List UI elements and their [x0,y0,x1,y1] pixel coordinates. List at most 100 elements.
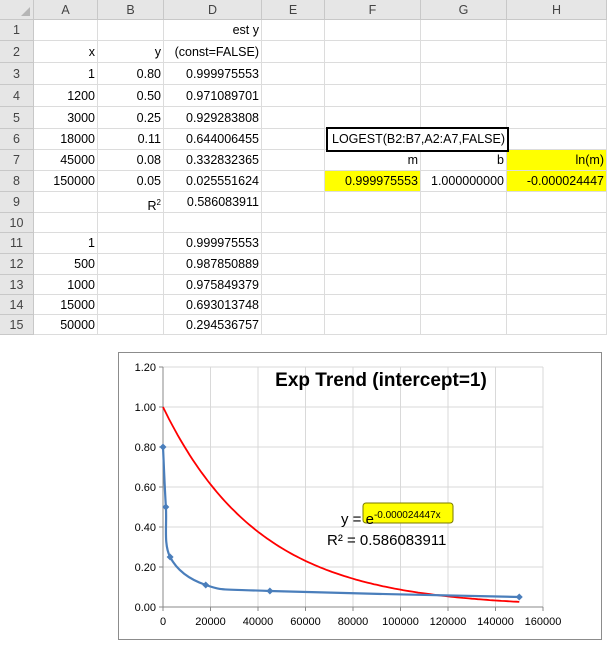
grid-cell[interactable] [164,20,262,41]
grid-cell[interactable] [421,41,507,63]
grid-cell[interactable] [507,213,607,233]
cell-f7-m-label[interactable]: m [407,153,418,167]
column-header-g[interactable]: G [421,0,507,20]
exp-trend-chart[interactable]: 0.00 0.20 0.40 0.60 0.80 1.00 1.20 0 20000 40000 6… [118,352,602,640]
grid-cell[interactable] [164,192,262,213]
grid-cell[interactable] [164,107,262,129]
column-header-d[interactable]: D [164,0,262,20]
grid-cell[interactable] [164,254,262,275]
grid-cell[interactable] [421,107,507,129]
grid-cell[interactable] [34,107,98,129]
grid-cell[interactable] [325,63,421,85]
grid-cell[interactable] [262,150,325,171]
grid-cell[interactable] [325,213,421,233]
grid-cell[interactable] [325,315,421,335]
row-header-7[interactable]: 7 [0,150,34,171]
grid-cell[interactable] [421,20,507,41]
grid-cell[interactable] [98,254,164,275]
cell-g8-b-value[interactable]: 1.000000000 [431,174,504,188]
grid-cell[interactable] [507,233,607,254]
column-header-a[interactable]: A [34,0,98,20]
grid-cell[interactable] [507,315,607,335]
grid-cell[interactable] [325,85,421,107]
grid-cell[interactable] [262,233,325,254]
cell-y-value[interactable]: 0.50 [136,89,161,103]
cell-x-value[interactable]: 1 [88,67,95,81]
cell-pred-y-value[interactable]: 0.693013748 [186,298,259,312]
cell-est-y-value[interactable]: 0.999975553 [186,67,259,81]
grid-cell[interactable] [421,150,507,171]
cell-f8-m-value[interactable]: 0.999975553 [345,174,418,188]
grid-cell[interactable] [262,213,325,233]
grid-cell[interactable] [421,254,507,275]
grid-cell[interactable] [262,192,325,213]
column-header-e[interactable]: E [262,0,325,20]
grid-cell[interactable] [164,213,262,233]
grid-cell[interactable] [507,63,607,85]
grid-cell[interactable] [98,41,164,63]
grid-cell[interactable] [507,295,607,315]
grid-cell[interactable] [98,295,164,315]
cell-est-y-value[interactable]: 0.971089701 [186,89,259,103]
grid-cell[interactable] [98,107,164,129]
row-header-10[interactable]: 10 [0,213,34,233]
grid-cell[interactable] [34,233,98,254]
column-header-f[interactable]: F [325,0,421,20]
cell-y-value[interactable]: 0.80 [136,67,161,81]
grid-cell[interactable] [164,275,262,295]
cell-x-value[interactable]: 45000 [60,153,95,167]
grid-cell[interactable] [34,129,98,150]
grid-cell[interactable] [325,254,421,275]
cell-est-y-value[interactable]: 0.644006455 [186,132,259,146]
grid-cell[interactable] [98,20,164,41]
cell-est-y-value[interactable]: 0.025551624 [186,174,259,188]
grid-cell[interactable] [34,150,98,171]
grid-cell[interactable] [325,107,421,129]
grid-cell[interactable] [262,171,325,192]
row-header-5[interactable]: 5 [0,107,34,129]
grid-cell[interactable] [98,85,164,107]
grid-cell[interactable] [325,20,421,41]
row-header-3[interactable]: 3 [0,63,34,85]
grid-cell[interactable] [34,254,98,275]
grid-cell[interactable] [262,85,325,107]
row-header-1[interactable]: 1 [0,20,34,41]
grid-cell[interactable] [262,315,325,335]
grid-cell[interactable] [98,213,164,233]
cell-est-y-value[interactable]: 0.332832365 [186,153,259,167]
cell-pred-x-value[interactable]: 1000 [67,278,95,292]
cell-h7-lnm-label[interactable]: ln(m) [575,153,604,167]
grid-cell[interactable] [262,254,325,275]
row-header-15[interactable]: 15 [0,315,34,335]
cell-x-value[interactable]: 18000 [60,132,95,146]
grid-cell[interactable] [421,295,507,315]
row-header-13[interactable]: 13 [0,275,34,295]
grid-cell[interactable] [325,295,421,315]
grid-cell[interactable] [325,192,421,213]
grid-cell[interactable] [34,171,98,192]
grid-cell[interactable] [98,150,164,171]
grid-cell[interactable] [34,275,98,295]
grid-cell[interactable] [164,85,262,107]
grid-cell[interactable] [507,254,607,275]
grid-cell[interactable] [164,63,262,85]
grid-cell[interactable] [507,20,607,41]
logest-formula-box[interactable]: LOGEST(B2:B7,A2:A7,FALSE) [326,127,509,152]
grid-cell[interactable] [34,63,98,85]
grid-cell[interactable] [421,192,507,213]
cell-d2-const[interactable]: (const=FALSE) [174,45,259,59]
cell-pred-y-value[interactable]: 0.294536757 [186,318,259,332]
grid-cell[interactable] [164,233,262,254]
grid-cell[interactable] [507,41,607,63]
column-header-h[interactable]: H [507,0,607,20]
column-header-b[interactable]: B [98,0,164,20]
grid-cell[interactable] [164,41,262,63]
grid-cell[interactable] [34,41,98,63]
cell-d9-r2-value[interactable]: 0.586083911 [186,195,259,209]
grid-cell[interactable] [34,192,98,213]
cell-pred-x-value[interactable]: 500 [74,257,95,271]
grid-cell[interactable] [98,315,164,335]
cell-x-value[interactable]: 1200 [67,89,95,103]
grid-cell[interactable] [98,129,164,150]
grid-cell[interactable] [98,171,164,192]
